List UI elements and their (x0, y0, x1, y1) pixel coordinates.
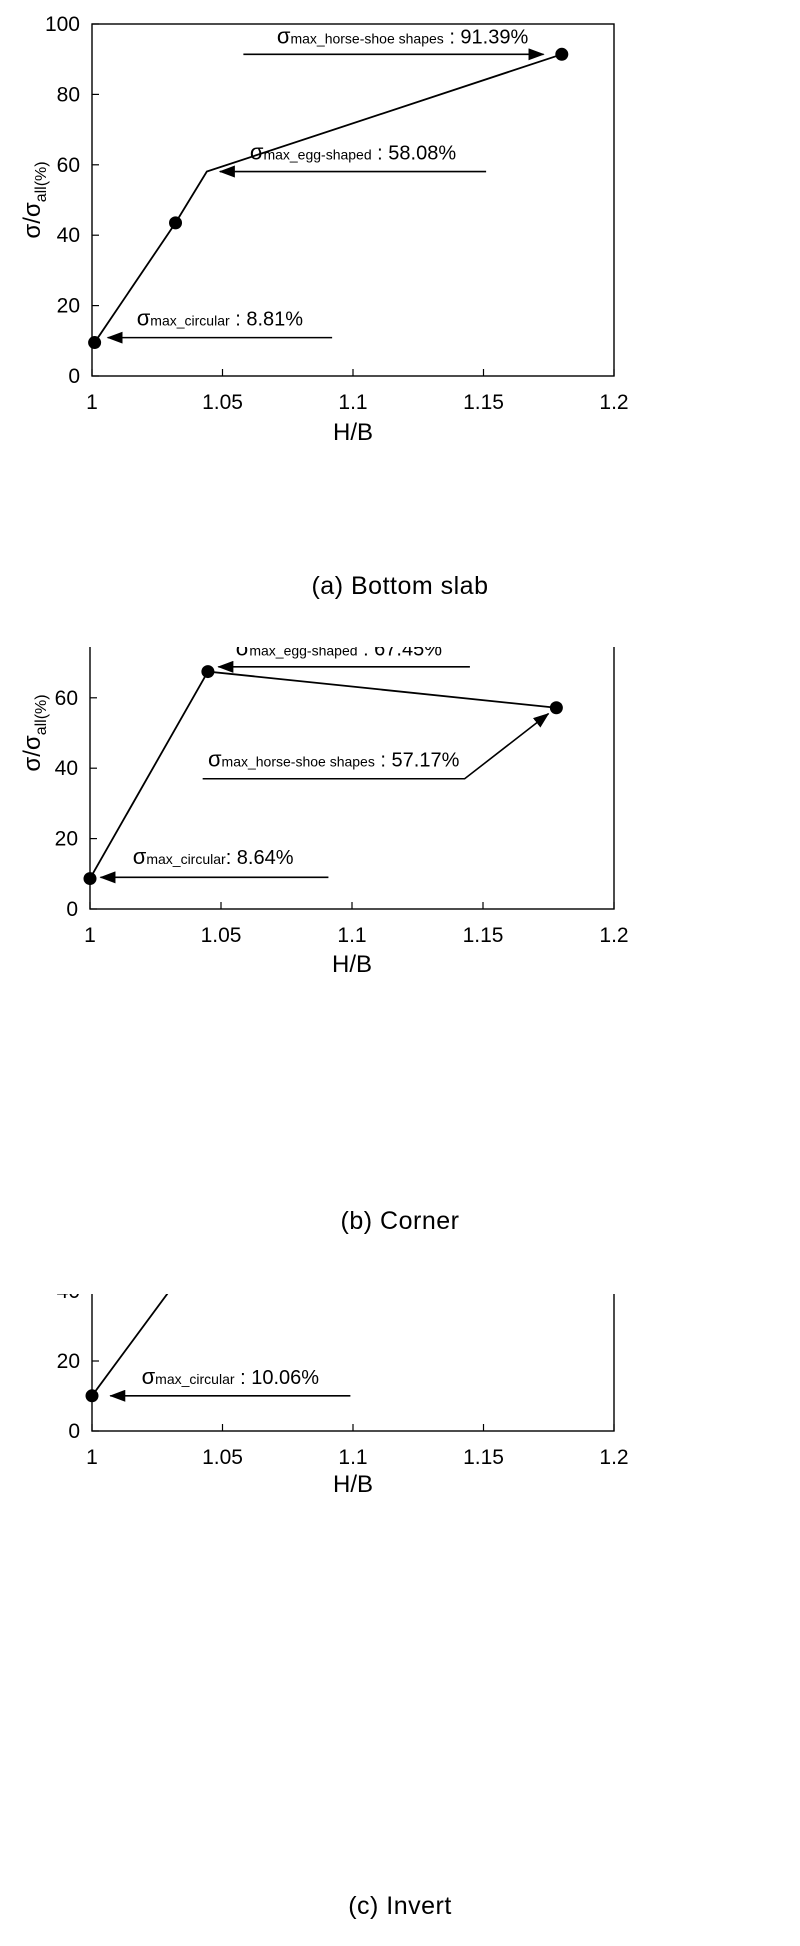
y-tick-label: 0 (66, 898, 78, 921)
x-tick-label: 1.05 (202, 1446, 243, 1469)
line-chart-invert: 11.051.11.151.2020406080100H/Bσ/σall(%)σ… (19, 1070, 629, 1498)
plot-frame (91, 1080, 615, 1432)
chart-caption: (a) Bottom slab (311, 572, 489, 600)
x-tick-label: 1.2 (599, 924, 628, 947)
data-point (201, 665, 215, 679)
x-tick-label: 1.1 (337, 924, 366, 947)
y-tick-label: 20 (55, 828, 78, 851)
y-tick-label: 60 (57, 154, 80, 177)
line-chart-bottom-slab: 1 1.05 1.1 1.15 1.2 0 20 40 60 80 100 H/B σ/σall(%) σ… (19, 13, 629, 446)
x-axis-label: H/B (333, 1471, 373, 1498)
series-line (89, 670, 557, 880)
annotation-arrow (202, 713, 550, 780)
x-tick-label: 1 (86, 391, 98, 414)
series-line (93, 53, 563, 344)
line-chart-corner: 11.051.11.151.2020406080100H/Bσ/σall(%)σ… (19, 546, 629, 978)
y-tick-label: 40 (57, 1294, 80, 1303)
y-axis-label: σ/σall(%) (19, 1294, 50, 1295)
x-tick-label: 1.15 (463, 924, 504, 947)
y-axis-label: σ/σall(%) (19, 694, 50, 771)
y-axis-label: σ/σall(%) (19, 161, 50, 238)
x-tick-label: 1.15 (463, 1446, 504, 1469)
chart-caption: (c) Invert (348, 1892, 452, 1920)
y-tick-label: 100 (45, 13, 80, 36)
x-tick-label: 1 (84, 924, 96, 947)
x-tick-label: 1.05 (201, 924, 242, 947)
annotation-label: σmax_circular : 8.81% (137, 306, 304, 331)
y-tick-label: 0 (68, 365, 80, 388)
x-axis-label: H/B (332, 951, 372, 978)
x-tick-label: 1.2 (599, 1446, 628, 1469)
y-tick-label: 20 (57, 1350, 80, 1373)
y-tick-label: 40 (57, 224, 80, 247)
x-tick-label: 1.05 (202, 391, 243, 414)
x-tick-label: 1.15 (463, 391, 504, 414)
annotation-label: σmax_circular: 8.64% (133, 844, 294, 869)
y-tick-label: 40 (55, 757, 78, 780)
annotation-label: σmax_horse-shoe shapes : 91.39% (277, 23, 529, 48)
annotation-label: σmax_egg-shaped : 67.45% (236, 647, 442, 661)
x-axis-label: H/B (333, 419, 373, 446)
data-point (555, 47, 569, 61)
x-tick-label: 1.2 (599, 391, 628, 414)
x-tick-label: 1 (86, 1446, 98, 1469)
x-tick-label: 1.1 (338, 391, 367, 414)
y-tick-label: 80 (57, 83, 80, 106)
x-tick-label: 1.1 (338, 1446, 367, 1469)
annotation-label: σmax_circular : 10.06% (142, 1364, 320, 1389)
chart-panel-bottom-slab: 1 1.05 1.1 1.15 1.2 0 20 40 60 80 100 H/B σ/σall(%) σ… (0, 0, 800, 647)
chart-panel-invert: 11.051.11.151.2020406080100H/Bσ/σall(%)σ… (0, 1070, 800, 1941)
data-point (169, 216, 183, 230)
y-tick-label: 0 (68, 1420, 80, 1443)
annotation-label: σmax_horse-shoe shapes : 57.17% (208, 746, 460, 771)
annotation-label: σmax_egg-shaped : 58.08% (250, 140, 456, 165)
chart-caption: (b) Corner (340, 1207, 460, 1235)
data-point (549, 701, 563, 715)
data-point (88, 336, 102, 350)
data-point (85, 1389, 99, 1403)
y-tick-label: 60 (55, 687, 78, 710)
data-point (83, 872, 97, 886)
y-tick-label: 20 (57, 295, 80, 318)
chart-panel-corner: 11.051.11.151.2020406080100H/Bσ/σall(%)σ… (0, 546, 800, 1294)
